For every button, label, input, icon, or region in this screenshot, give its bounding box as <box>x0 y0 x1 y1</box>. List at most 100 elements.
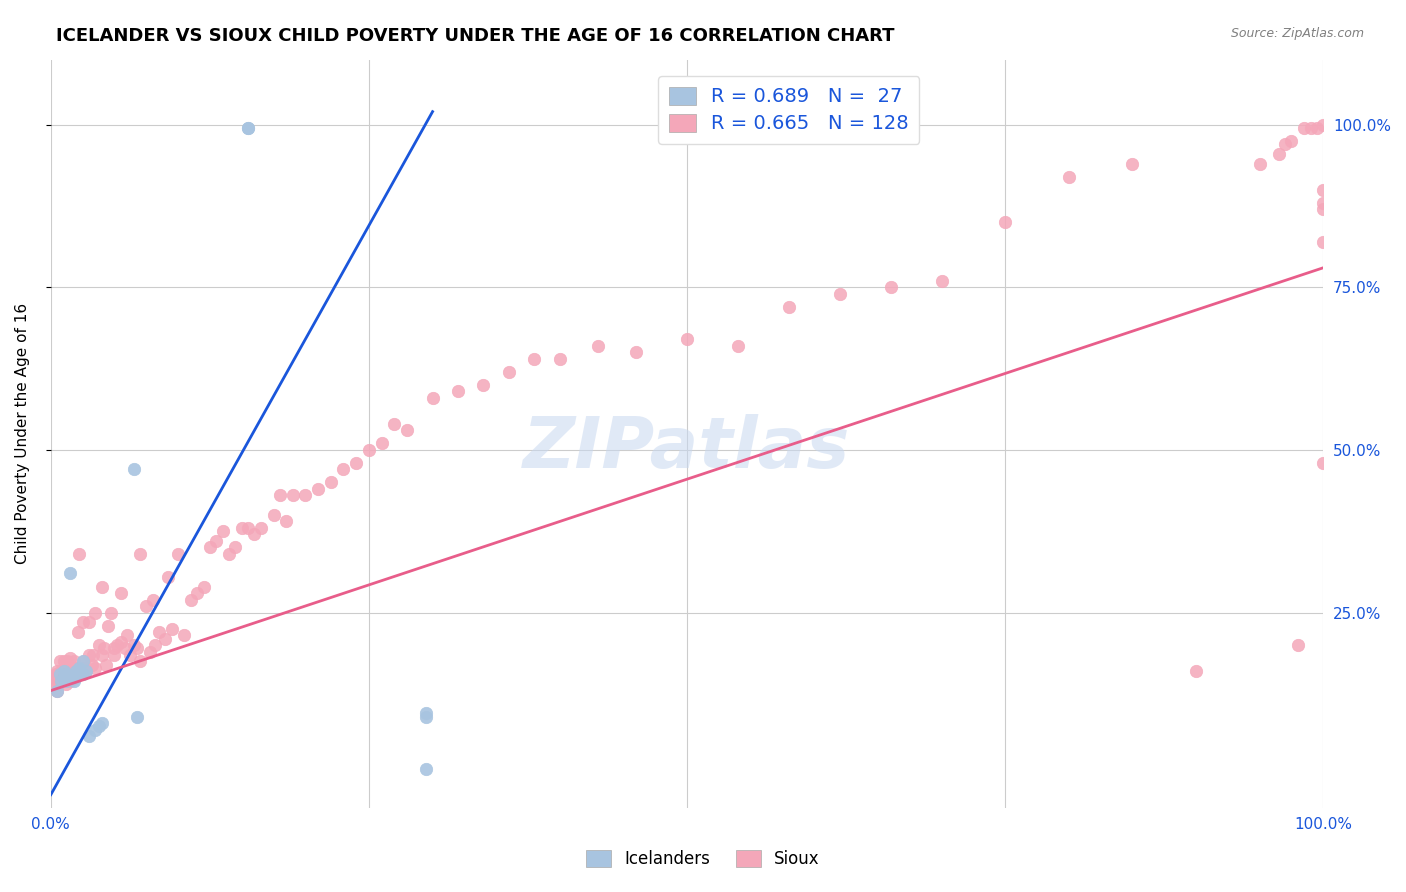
Point <box>127 641 149 656</box>
Point <box>931 274 953 288</box>
Point <box>75 664 97 678</box>
Point <box>55 673 77 688</box>
Point <box>94 657 117 672</box>
Point <box>422 391 444 405</box>
Point <box>56 671 79 685</box>
Point <box>80 657 103 672</box>
Point <box>103 648 125 662</box>
Legend: R = 0.689   N =  27, R = 0.665   N = 128: R = 0.689 N = 27, R = 0.665 N = 128 <box>658 76 920 144</box>
Point <box>129 547 152 561</box>
Point <box>1306 120 1329 135</box>
Y-axis label: Child Poverty Under the Age of 16: Child Poverty Under the Age of 16 <box>15 303 30 565</box>
Point <box>332 462 354 476</box>
Point <box>49 673 72 688</box>
Point <box>55 661 77 675</box>
Point <box>65 664 87 678</box>
Point <box>156 570 179 584</box>
Point <box>42 673 65 688</box>
Point <box>46 683 69 698</box>
Point <box>60 667 83 681</box>
Point <box>103 641 125 656</box>
Point <box>523 351 546 366</box>
Point <box>65 667 87 681</box>
Point <box>59 566 82 581</box>
Point <box>110 635 132 649</box>
Point <box>384 417 406 431</box>
Point <box>59 651 82 665</box>
Point <box>180 592 202 607</box>
Point <box>396 423 419 437</box>
Point <box>1312 118 1334 132</box>
Point <box>1274 137 1296 152</box>
Point <box>67 547 90 561</box>
Point <box>53 667 76 681</box>
Point <box>52 664 75 678</box>
Point <box>44 671 66 685</box>
Point <box>59 671 82 685</box>
Point <box>48 677 70 691</box>
Point <box>110 586 132 600</box>
Point <box>67 661 90 675</box>
Point <box>56 667 79 681</box>
Point <box>75 664 97 678</box>
Point <box>77 729 100 743</box>
Point <box>1312 195 1334 210</box>
Point <box>65 661 87 675</box>
Point <box>100 606 122 620</box>
Point <box>69 667 91 681</box>
Point <box>994 215 1017 229</box>
Point <box>269 488 291 502</box>
Point <box>84 606 107 620</box>
Point <box>52 671 75 685</box>
Point <box>586 339 609 353</box>
Point <box>89 719 111 733</box>
Point <box>72 661 94 675</box>
Point <box>90 648 112 662</box>
Point <box>105 638 128 652</box>
Point <box>263 508 285 522</box>
Point <box>344 456 367 470</box>
Point <box>52 664 75 678</box>
Point <box>142 592 165 607</box>
Point <box>281 488 304 502</box>
Point <box>65 667 87 681</box>
Text: ZIPatlas: ZIPatlas <box>523 414 851 483</box>
Point <box>173 628 195 642</box>
Point <box>276 515 298 529</box>
Point <box>676 332 699 346</box>
Point <box>357 442 380 457</box>
Point <box>58 664 80 678</box>
Point <box>205 533 228 548</box>
Text: Source: ZipAtlas.com: Source: ZipAtlas.com <box>1230 27 1364 40</box>
Point <box>55 677 77 691</box>
Point <box>72 667 94 681</box>
Point <box>72 654 94 668</box>
Point <box>294 488 316 502</box>
Point <box>48 667 70 681</box>
Point <box>77 648 100 662</box>
Point <box>122 462 145 476</box>
Point <box>1185 664 1208 678</box>
Point <box>1281 134 1303 148</box>
Point <box>118 648 141 662</box>
Point <box>218 547 240 561</box>
Point <box>1057 169 1080 184</box>
Point <box>66 625 89 640</box>
Point <box>243 527 266 541</box>
Point <box>139 644 162 658</box>
Point <box>415 706 437 721</box>
Point <box>472 377 495 392</box>
Point <box>114 641 136 656</box>
Point <box>72 615 94 630</box>
Point <box>1267 147 1289 161</box>
Point <box>77 615 100 630</box>
Point <box>1312 235 1334 249</box>
Point <box>56 654 79 668</box>
Point <box>624 345 647 359</box>
Point <box>879 280 901 294</box>
Point <box>129 654 152 668</box>
Point <box>115 628 138 642</box>
Point <box>1312 183 1334 197</box>
Point <box>48 671 70 685</box>
Point <box>828 286 851 301</box>
